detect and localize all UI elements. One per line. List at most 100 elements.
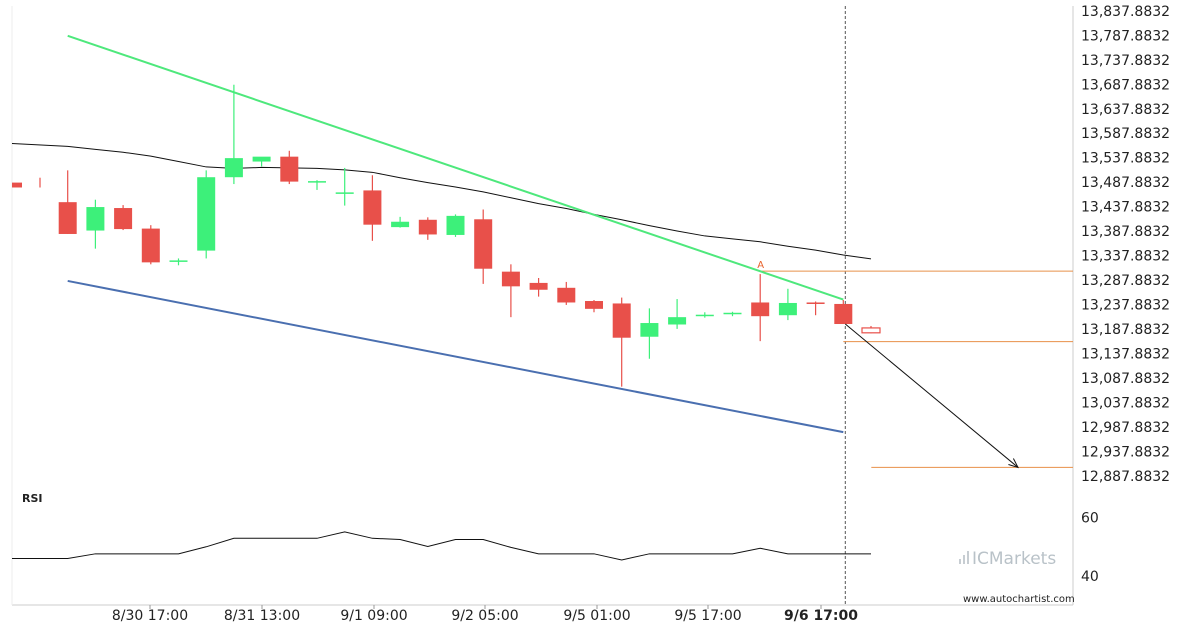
candle [86, 199, 105, 249]
candle-body [252, 156, 271, 162]
price-tick-label: 13,437.8832 [1081, 200, 1170, 216]
price-tick-label: 13,787.8832 [1081, 28, 1170, 44]
price-tick-label: 13,487.8832 [1081, 175, 1170, 191]
price-tick-label: 13,387.8832 [1081, 224, 1170, 240]
forecast-arrow-head [1008, 458, 1019, 469]
axes: 13,837.8832 13,787.8832 13,737.8832 13,687.… [112, 4, 1170, 624]
candle [778, 288, 797, 321]
time-tick-label: 9/5 17:00 [674, 608, 741, 624]
candle-body [557, 287, 576, 303]
candle-body [12, 182, 22, 188]
resistance-trendline [67, 34, 844, 301]
price-tick-label: 13,237.8832 [1081, 297, 1170, 313]
candle-body [585, 301, 603, 309]
rsi-line [12, 531, 871, 561]
broker-logo: ICMarkets [959, 549, 1056, 569]
candle-body [391, 221, 410, 228]
time-tick-label: 9/5 01:00 [563, 608, 630, 624]
price-tick-label: 13,837.8832 [1081, 4, 1170, 20]
candle-body [834, 303, 853, 325]
pattern-point-label: A [757, 260, 764, 271]
candle [335, 167, 354, 206]
candle [114, 205, 133, 231]
candle [363, 175, 382, 241]
candle [695, 312, 714, 318]
candle-body [197, 177, 216, 251]
main-pane: A [11, 6, 1073, 605]
candle [640, 308, 659, 359]
candle [529, 278, 548, 297]
price-tick-label: 13,637.8832 [1081, 102, 1170, 118]
price-tick-label: 13,137.8832 [1081, 346, 1170, 362]
candle [252, 156, 271, 167]
candle-body [501, 271, 520, 287]
candle-body [529, 282, 548, 290]
bars-icon [959, 551, 969, 564]
candle-body [640, 323, 659, 337]
candle [585, 300, 603, 313]
price-tick-label: 12,987.8832 [1081, 420, 1170, 436]
candle [12, 177, 41, 188]
price-tick-label: 13,087.8832 [1081, 371, 1170, 387]
candle [224, 84, 243, 185]
forecast-arrow-shaft [844, 323, 1019, 468]
price-tick-label: 13,687.8832 [1081, 77, 1170, 93]
candle-body [335, 192, 354, 194]
candle-body [723, 312, 742, 315]
candle [668, 299, 687, 329]
watermark: www.autochartist.com [963, 594, 1075, 605]
candle [834, 300, 853, 325]
candle-body [778, 302, 797, 316]
candle-body [363, 190, 382, 225]
price-tick-label: 13,587.8832 [1081, 126, 1170, 142]
rsi-tick-label: 60 [1081, 510, 1099, 526]
time-tick-label: 9/2 05:00 [451, 608, 518, 624]
candle-body [141, 228, 160, 263]
candle [391, 216, 410, 228]
price-tick-label: 13,537.8832 [1081, 151, 1170, 167]
rsi-tick-label: 40 [1081, 569, 1099, 585]
candle [141, 225, 160, 265]
candle [169, 258, 188, 266]
candle-body [58, 202, 77, 234]
candle [612, 297, 631, 387]
price-tick-label: 13,287.8832 [1081, 273, 1170, 289]
time-tick-label: 8/30 17:00 [112, 608, 188, 624]
candle [418, 217, 437, 240]
candle-body [668, 317, 687, 325]
candle-body [224, 158, 243, 178]
support-trendline [67, 279, 844, 434]
price-tick-label: 13,037.8832 [1081, 395, 1170, 411]
price-tick-label: 12,887.8832 [1081, 469, 1170, 485]
candle [723, 311, 742, 317]
candle-body [86, 207, 105, 231]
chart-frame [11, 6, 1074, 606]
candle-body [114, 208, 133, 230]
candle [751, 274, 770, 342]
rsi-pane: RSI 60 40 [12, 492, 1099, 585]
rsi-title: RSI [22, 492, 43, 505]
price-tick-label: 13,337.8832 [1081, 249, 1170, 265]
candle [501, 264, 520, 318]
price-tick-label: 13,187.8832 [1081, 322, 1170, 338]
candle [197, 170, 216, 259]
candle-body [612, 303, 631, 338]
time-tick-label: 8/31 13:00 [224, 608, 300, 624]
candle-body [751, 302, 770, 317]
time-tick-label: 9/6 17:00 [784, 608, 858, 624]
time-tick-label: 9/1 09:00 [340, 608, 407, 624]
moving-average-line [11, 142, 872, 260]
candle-body [474, 219, 493, 269]
candle [308, 180, 326, 190]
candle [58, 170, 77, 234]
candle-body [418, 219, 437, 235]
candle [557, 281, 576, 305]
price-tick-label: 13,737.8832 [1081, 53, 1170, 69]
forming-candle-outline [861, 327, 881, 334]
candle-body [169, 260, 188, 262]
candle-body [308, 181, 326, 183]
candle-body [280, 156, 299, 182]
candle-body [446, 215, 465, 235]
candle [806, 301, 825, 316]
